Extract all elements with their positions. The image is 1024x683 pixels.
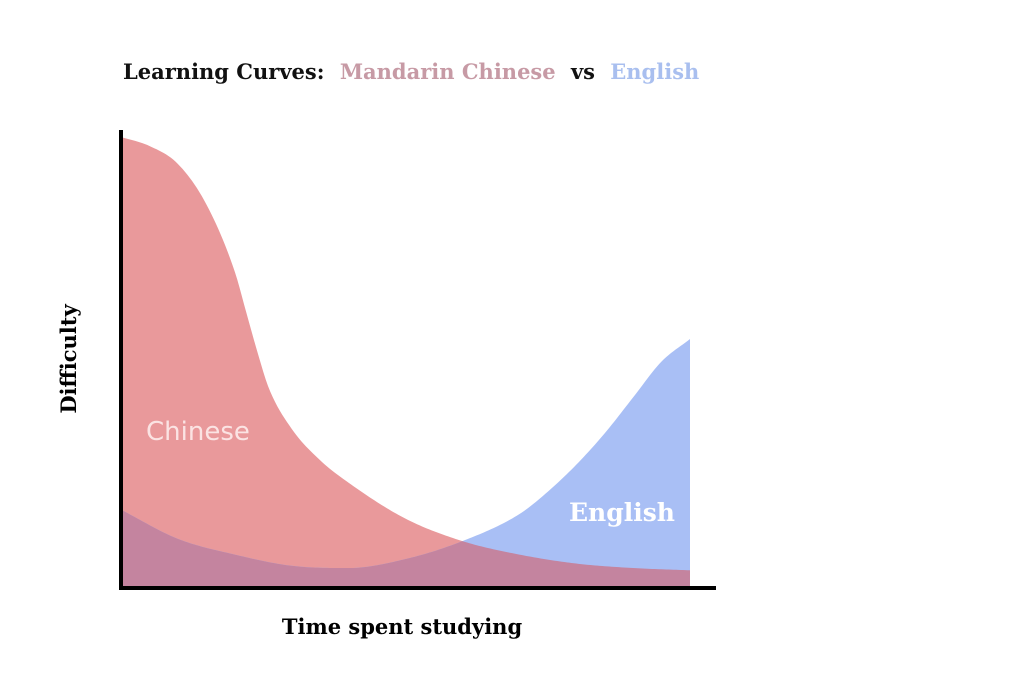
series-area-chinese (121, 137, 690, 586)
x-axis-label: Time spent studying (282, 614, 523, 639)
chart-title-series-a: Mandarin Chinese (340, 59, 556, 84)
chart-title-joiner: vs (570, 59, 595, 84)
series-area-overlap (121, 509, 690, 586)
series-label-chinese: Chinese (146, 417, 250, 447)
plot-area (121, 137, 690, 586)
chart-title-series-b: English (610, 59, 699, 84)
series-label-english: English (569, 498, 675, 527)
chart-title: Learning Curves: Mandarin Chinese vs Eng… (123, 59, 699, 84)
chart-title-lead: Learning Curves: (123, 59, 325, 84)
y-axis-label: Difficulty (56, 304, 81, 414)
series-area-english (121, 339, 690, 586)
